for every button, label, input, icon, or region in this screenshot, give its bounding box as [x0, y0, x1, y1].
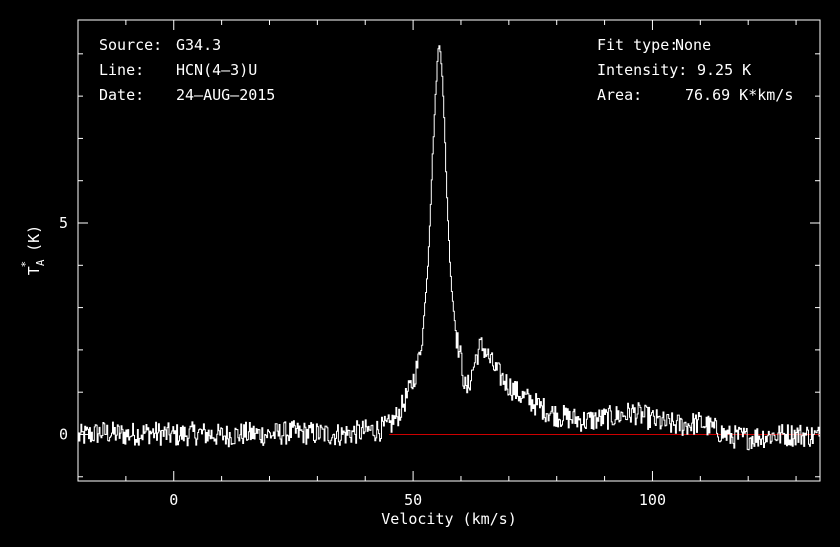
y-axis-title-sup: *	[19, 261, 32, 268]
line-value: HCN(4–3)U	[176, 61, 257, 79]
x-tick-label: 100	[639, 491, 666, 509]
y-tick-label: 5	[59, 214, 68, 232]
plot-frame	[77, 19, 821, 482]
x-tick-label: 0	[169, 491, 178, 509]
y-axis-title: TA* (K)	[19, 225, 47, 275]
y-axis-title-unit: (K)	[25, 225, 43, 261]
spectrum-line	[78, 45, 821, 451]
intensity-value: 9.25 K	[697, 61, 751, 79]
y-tick-label: 0	[59, 425, 68, 443]
y-axis-title-main: T	[25, 266, 43, 275]
x-tick-label: 50	[404, 491, 422, 509]
source-label: Source:	[99, 36, 162, 54]
date-value: 24–AUG–2015	[176, 86, 275, 104]
fit-type-value: None	[675, 36, 711, 54]
area-value: 76.69 K*km/s	[685, 86, 793, 104]
x-axis-title: Velocity (km/s)	[381, 510, 516, 528]
y-axis-title-sub: A	[34, 259, 47, 266]
date-label: Date:	[99, 86, 144, 104]
intensity-label: Intensity:	[597, 61, 687, 79]
source-value: G34.3	[176, 36, 221, 54]
area-label: Area:	[597, 86, 642, 104]
line-label: Line:	[99, 61, 144, 79]
fit-type-label: Fit type:	[597, 36, 678, 54]
